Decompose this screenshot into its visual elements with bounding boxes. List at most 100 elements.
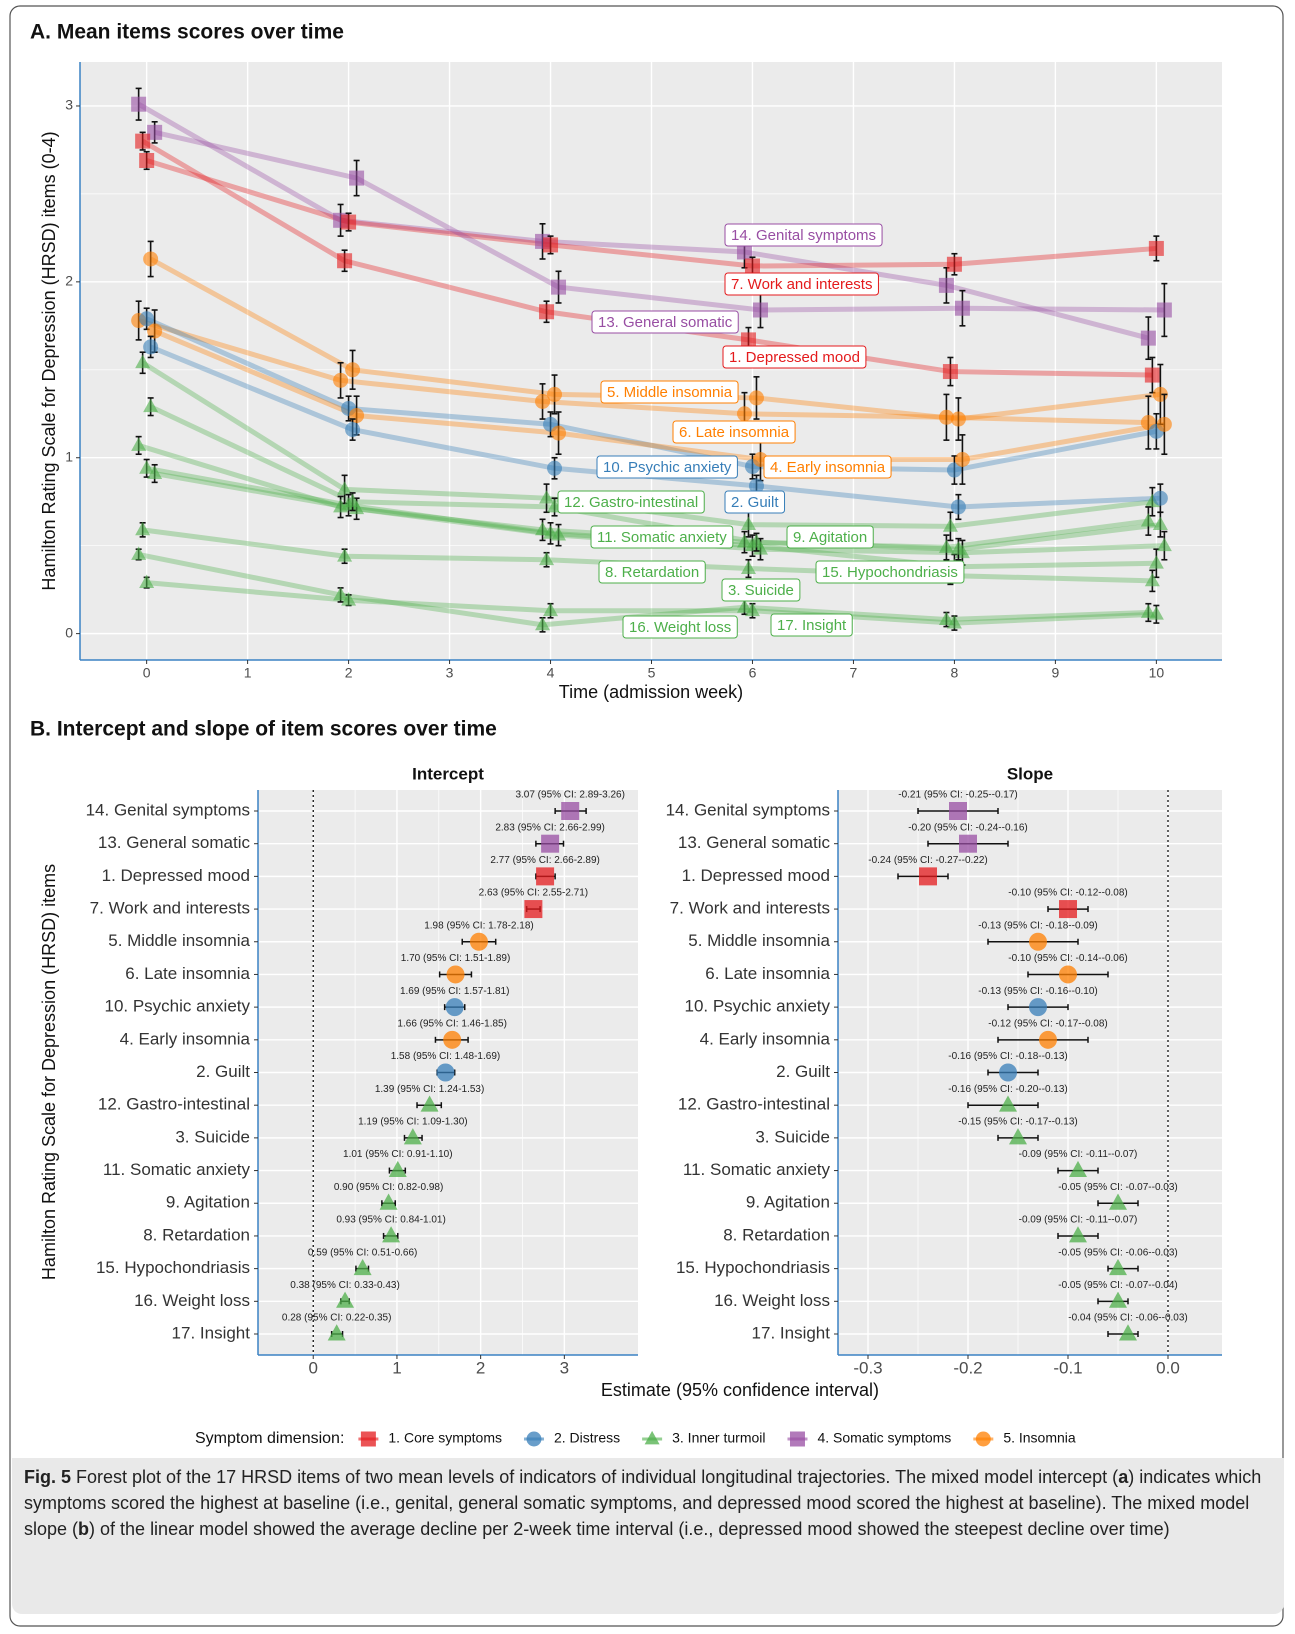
- y-tick-label: 0: [65, 624, 73, 640]
- y-tick-label: 5. Middle insomnia: [108, 931, 250, 950]
- marker: [744, 258, 760, 274]
- marker: [752, 302, 768, 318]
- marker: [644, 1430, 660, 1445]
- marker: [345, 422, 361, 438]
- y-tick-label: 4. Early insomnia: [700, 1029, 831, 1048]
- panel-title: B. Intercept and slope of item scores ov…: [30, 718, 497, 741]
- marker: [1140, 512, 1156, 527]
- value-label: -0.20 (95% CI: -0.24--0.16): [908, 822, 1028, 833]
- label-box: [557, 490, 705, 514]
- series-line: [153, 328, 1165, 462]
- marker: [139, 311, 155, 327]
- marker: [950, 499, 966, 515]
- caption: Fig. 5 Forest plot of the 17 HRSD items …: [12, 1458, 1284, 1614]
- marker: [1069, 1226, 1087, 1243]
- series-label: 11. Somatic anxiety: [597, 529, 727, 546]
- series-label: 4. Early insomnia: [770, 459, 886, 476]
- marker: [333, 586, 349, 601]
- caption-label: Fig. 5: [24, 1467, 72, 1487]
- marker: [147, 323, 163, 339]
- marker: [526, 1431, 542, 1447]
- marker: [938, 409, 954, 425]
- x-tick-label: 3: [446, 665, 454, 681]
- marker: [959, 834, 977, 853]
- y-tick-label: 12. Gastro-intestinal: [678, 1095, 830, 1114]
- marker: [147, 124, 163, 140]
- value-label: 0.38 (95% CI: 0.33-0.43): [290, 1280, 400, 1291]
- value-label: -0.09 (95% CI: -0.11--0.07): [1019, 1149, 1138, 1160]
- y-tick-label: 3. Suicide: [755, 1127, 830, 1146]
- marker: [446, 965, 465, 984]
- label-box: [600, 380, 739, 404]
- marker: [443, 1030, 462, 1049]
- value-label: 2.83 (95% CI: 2.66-2.99): [495, 822, 605, 833]
- series-label: 7. Work and interests: [731, 276, 872, 293]
- marker: [938, 277, 954, 293]
- marker: [736, 599, 752, 613]
- marker: [349, 408, 365, 424]
- marker: [539, 304, 555, 320]
- marker: [135, 521, 151, 536]
- y-tick-label: 4. Early insomnia: [120, 1029, 251, 1048]
- value-label: 1.69 (95% CI: 1.57-1.81): [400, 986, 510, 997]
- legend-title: Symptom dimension:: [195, 1430, 344, 1447]
- marker: [341, 592, 357, 606]
- label-box: [598, 560, 706, 584]
- marker: [740, 560, 756, 574]
- y-tick-label: 17. Insight: [752, 1323, 831, 1342]
- series-line: [137, 102, 1150, 341]
- y-tick-label: 2. Guilt: [776, 1062, 830, 1081]
- y-tick-label: 2. Guilt: [196, 1062, 250, 1081]
- marker: [403, 1128, 422, 1145]
- label-box: [672, 420, 796, 444]
- value-label: -0.24 (95% CI: -0.27--0.22): [868, 855, 988, 866]
- series-label: 13. General somatic: [598, 314, 733, 331]
- y-tick-label: 8. Retardation: [723, 1225, 830, 1244]
- marker: [736, 244, 752, 260]
- value-label: -0.13 (95% CI: -0.18--0.09): [978, 920, 1098, 931]
- value-label: 1.70 (95% CI: 1.51-1.89): [401, 953, 511, 964]
- label-box: [596, 455, 738, 479]
- y-tick-label: 15. Hypochondriasis: [96, 1258, 250, 1277]
- marker: [942, 364, 958, 380]
- x-tick-label: -0.1: [1053, 1358, 1082, 1377]
- value-label: 0.59 (95% CI: 0.51-0.66): [308, 1247, 418, 1258]
- marker: [1156, 537, 1172, 552]
- y-tick-label: 3. Suicide: [175, 1127, 250, 1146]
- label-box: [786, 525, 874, 549]
- marker: [524, 900, 543, 919]
- y-tick-label: 14. Genital symptoms: [666, 800, 830, 819]
- marker: [1148, 606, 1164, 620]
- panel-title: A. Mean items scores over time: [30, 21, 344, 44]
- value-label: -0.16 (95% CI: -0.20--0.13): [948, 1084, 1068, 1095]
- series-label: 10. Psychic anxiety: [603, 459, 732, 476]
- marker: [946, 614, 962, 629]
- marker: [535, 393, 551, 409]
- value-label: 0.90 (95% CI: 0.82-0.98): [334, 1182, 444, 1193]
- x-tick-label: 0: [143, 665, 151, 681]
- marker: [327, 1324, 346, 1341]
- value-label: -0.21 (95% CI: -0.25--0.17): [898, 790, 1018, 801]
- y-tick-label: 6. Late insomnia: [705, 964, 830, 983]
- marker: [131, 96, 147, 112]
- marker: [999, 1063, 1017, 1082]
- y-tick-label: 9. Agitation: [746, 1193, 830, 1212]
- marker: [1029, 998, 1047, 1017]
- label-box: [724, 490, 786, 514]
- marker: [1148, 240, 1164, 256]
- marker: [139, 460, 155, 474]
- y-tick-label: 1: [65, 448, 73, 464]
- value-label: 0.93 (95% CI: 0.84-1.01): [336, 1215, 446, 1226]
- marker: [954, 451, 970, 467]
- marker: [535, 616, 551, 631]
- value-label: 3.07 (95% CI: 2.89-3.26): [515, 790, 625, 801]
- y-tick-label: 17. Insight: [172, 1323, 251, 1342]
- value-label: 1.66 (95% CI: 1.46-1.85): [397, 1018, 507, 1029]
- marker: [139, 152, 155, 168]
- facet-title: Intercept: [412, 764, 484, 783]
- y-tick-label: 11. Somatic anxiety: [103, 1160, 251, 1179]
- y-tick-label: 6. Late insomnia: [125, 964, 250, 983]
- marker: [1156, 416, 1172, 432]
- x-tick-label: 5: [648, 665, 656, 681]
